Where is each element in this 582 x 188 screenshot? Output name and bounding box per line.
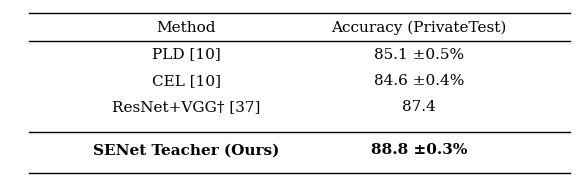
Text: ResNet+VGG† [37]: ResNet+VGG† [37] xyxy=(112,100,260,114)
Text: 85.1 ±0.5%: 85.1 ±0.5% xyxy=(374,48,464,61)
Text: CEL [10]: CEL [10] xyxy=(152,74,221,88)
Text: SENet Teacher (Ours): SENet Teacher (Ours) xyxy=(93,143,279,157)
Text: Accuracy (PrivateTest): Accuracy (PrivateTest) xyxy=(331,21,507,35)
Text: PLD [10]: PLD [10] xyxy=(152,48,221,61)
Text: 88.8 ±0.3%: 88.8 ±0.3% xyxy=(371,143,467,157)
Text: 84.6 ±0.4%: 84.6 ±0.4% xyxy=(374,74,464,88)
Text: Method: Method xyxy=(157,21,216,35)
Text: 87.4: 87.4 xyxy=(402,100,436,114)
